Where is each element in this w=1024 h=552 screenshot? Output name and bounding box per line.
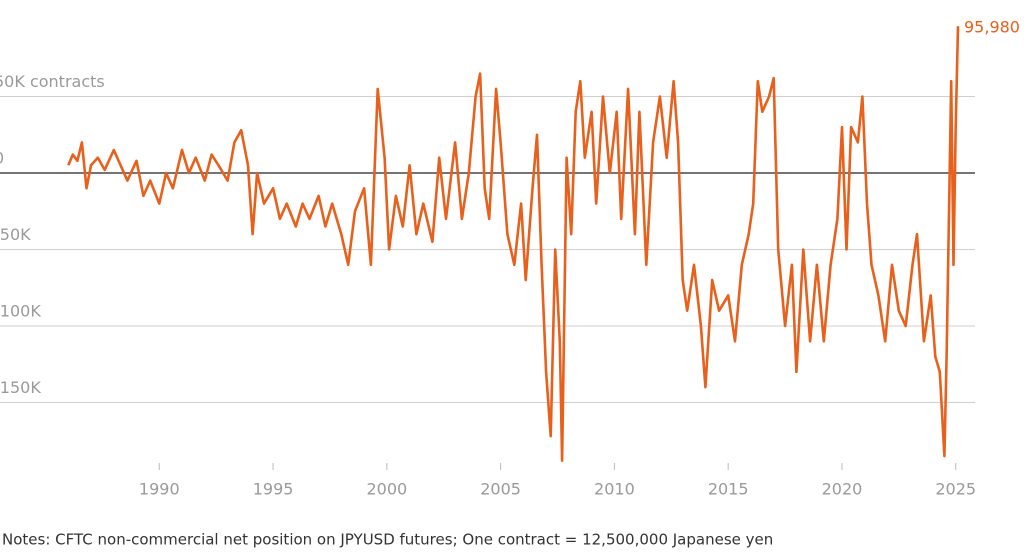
x-tick-label: 2000 (366, 480, 407, 499)
x-tick-label: 1995 (253, 480, 294, 499)
x-tick-label: 2010 (594, 480, 635, 499)
end-value-label: 95,980 (964, 18, 1020, 37)
data-line (67, 26, 960, 462)
note: Notes: CFTC non-commercial net position … (2, 531, 773, 549)
y-tick-label: 0 (0, 149, 4, 168)
x-tick-label: 2005 (480, 480, 521, 499)
y-tick-label: -100K (0, 302, 41, 321)
y-tick-label: -50K (0, 225, 31, 244)
y-tick-label: -150K (0, 378, 41, 397)
x-tick-label: 2025 (935, 480, 976, 499)
x-tick-label: 1990 (139, 480, 180, 499)
y-tick-label: 50K contracts (0, 72, 105, 91)
grid: 50K contracts 0 -50K -100K -150K 1990 1995 2000… (0, 72, 976, 499)
x-tick-label: 2020 (822, 480, 863, 499)
plot: 95,980 (67, 18, 1020, 462)
x-tick-label: 2015 (708, 480, 749, 499)
